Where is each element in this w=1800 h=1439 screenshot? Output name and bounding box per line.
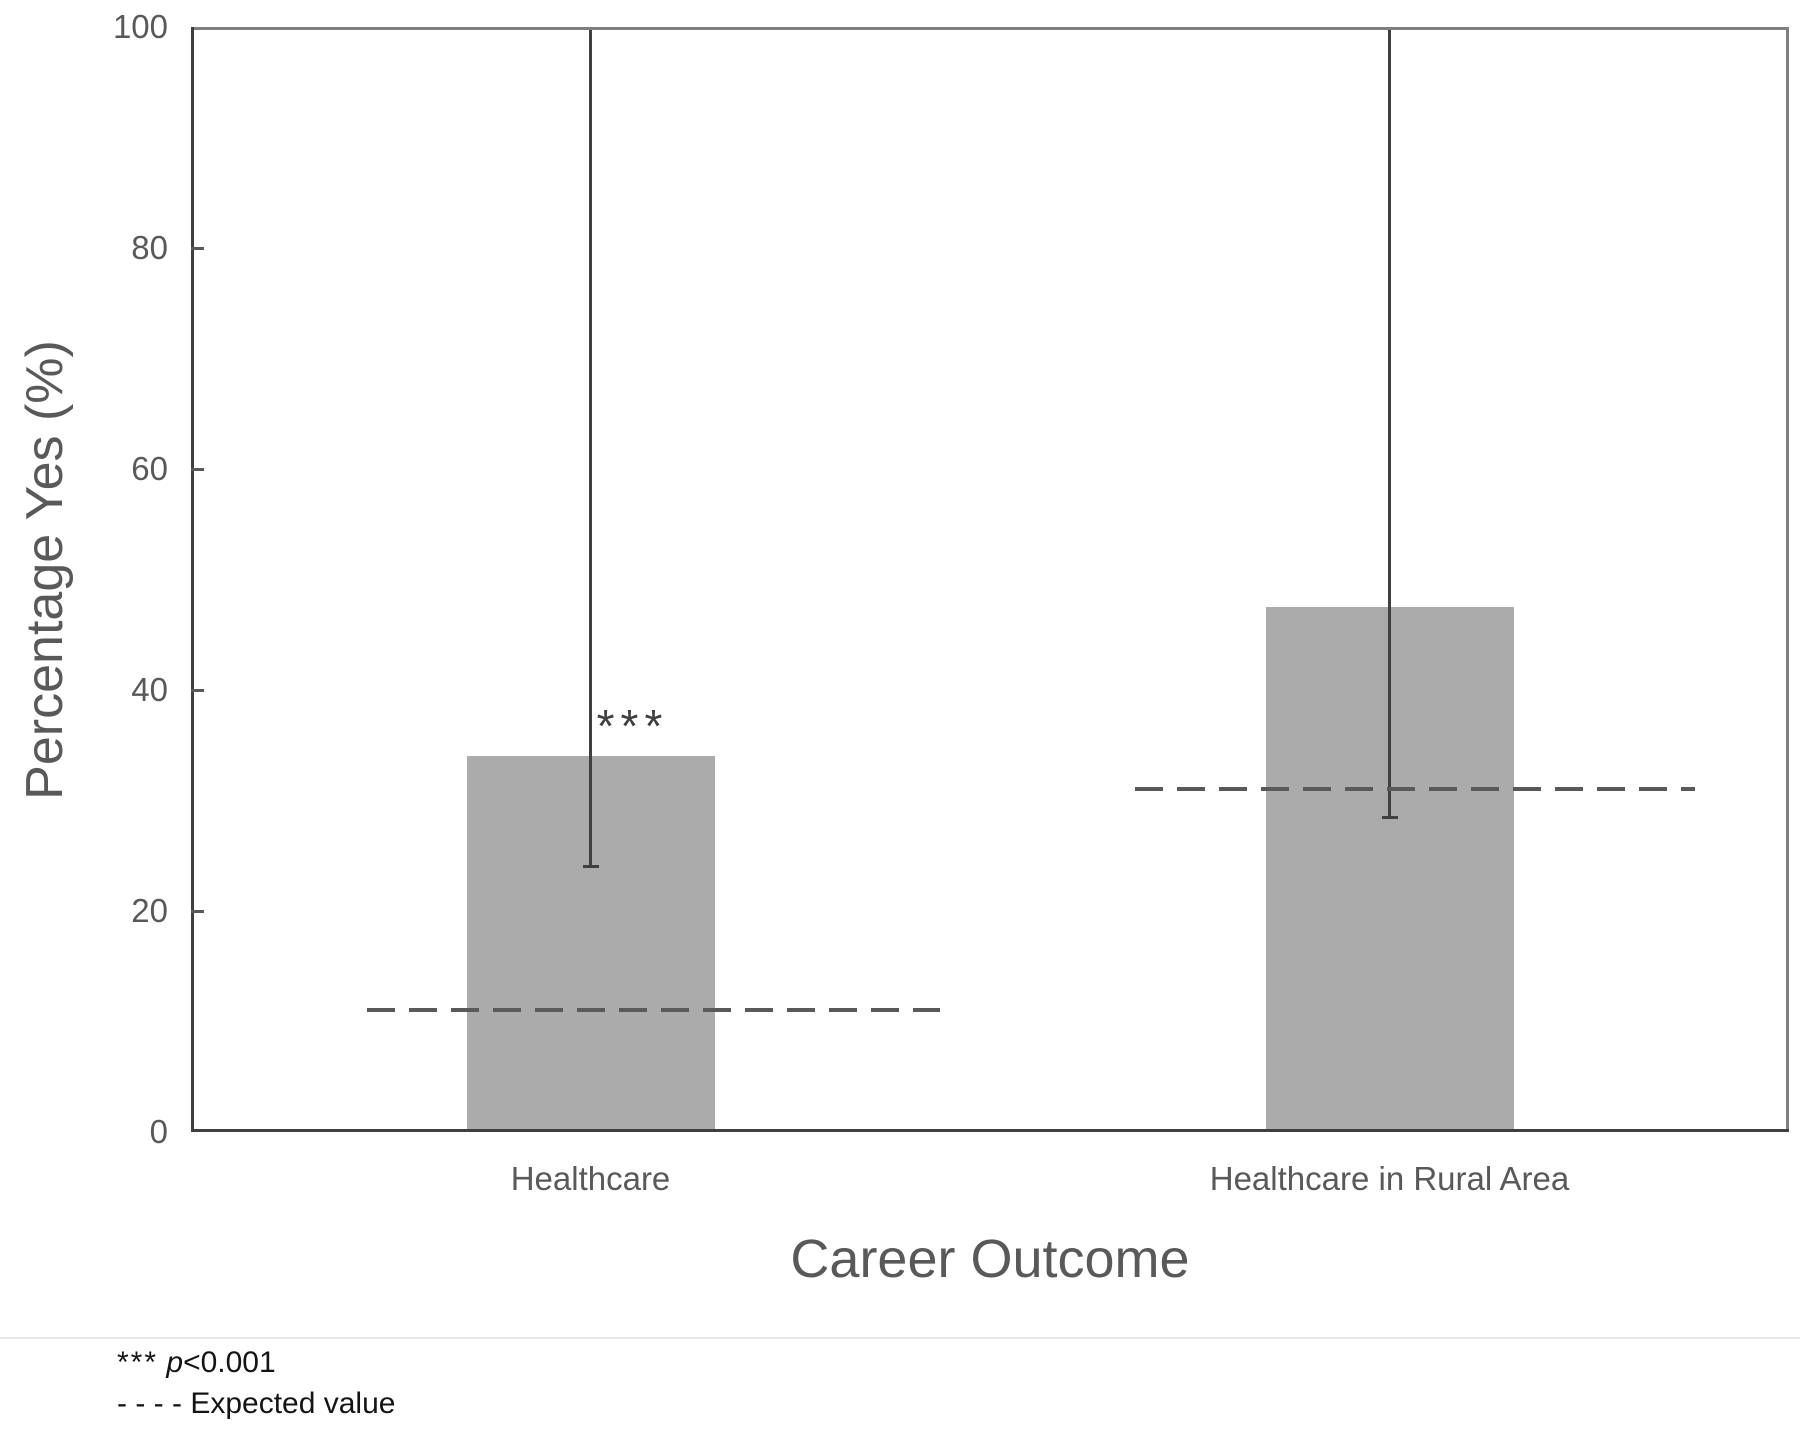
plot-area (191, 27, 1789, 1132)
y-tick-label: 0 (149, 1113, 168, 1150)
plot-border-right (1786, 27, 1789, 1132)
error-bar-bottom-cap (582, 865, 599, 869)
y-axis-line (191, 27, 194, 1132)
separator-line (0, 1337, 1800, 1339)
significance-stars-key: *** (117, 1346, 159, 1379)
category-label: Healthcare (510, 1160, 671, 1197)
expected-value-label: Expected value (190, 1387, 396, 1420)
error-bar (1388, 27, 1391, 818)
expected-value-line (366, 1008, 941, 1013)
significance-stars: *** (596, 700, 669, 753)
category-label: Healthcare in Rural Area (1209, 1160, 1570, 1197)
y-tick-label: 40 (131, 671, 168, 708)
y-tick-mark (191, 246, 204, 250)
x-axis-title: Career Outcome (790, 1229, 1190, 1289)
y-tick-mark (191, 909, 204, 913)
y-tick-mark (191, 467, 204, 471)
dashed-line-key: - - - - (117, 1387, 182, 1420)
expected-value-line (1135, 787, 1695, 792)
y-tick-label: 20 (131, 892, 168, 929)
p-symbol: p (166, 1346, 184, 1379)
footnote-significance: *** p<0.001 (117, 1342, 395, 1383)
error-bar-bottom-cap (1381, 815, 1398, 819)
p-threshold: <0.001 (183, 1346, 276, 1379)
x-axis-line (191, 1129, 1789, 1132)
footnote-expected: - - - - Expected value (117, 1383, 395, 1424)
plot-border-top (191, 27, 1789, 30)
y-axis-title: Percentage Yes (%) (16, 340, 74, 800)
error-bar (589, 27, 592, 867)
y-tick-mark (191, 688, 204, 692)
y-tick-label: 100 (112, 8, 168, 45)
y-tick-label: 80 (131, 229, 168, 266)
y-tick-label: 60 (131, 450, 168, 487)
footnote-block: *** p<0.001 - - - - Expected value (117, 1342, 395, 1424)
